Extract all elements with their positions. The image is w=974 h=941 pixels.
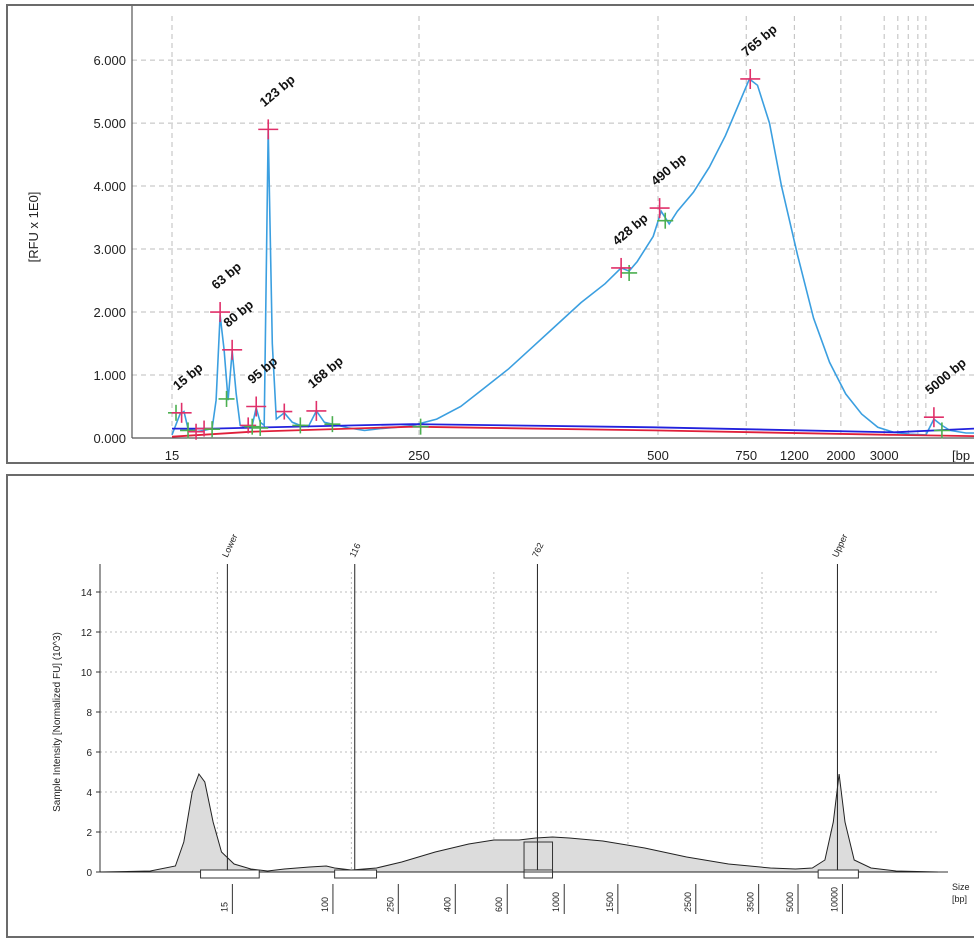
peak-label: 80 bp [220,297,256,330]
x-tick-label: 5000 [785,892,795,912]
series-line [171,425,974,438]
peak-marker-label: 762 [530,541,545,559]
y-tick-label: 2 [86,828,92,839]
marker-box [817,869,859,879]
peak-label: 168 bp [305,353,346,391]
peak-marker-label: Upper [830,532,849,558]
x-tick-label: 10000 [829,887,839,912]
y-tick-label: 0 [86,868,92,879]
peak-label: 428 bp [609,210,650,248]
intensity-chart: 0 2 4 6 8 10 12 14 Sample Intensity [Normalized … [52,532,970,914]
x-tick-label: 15 [165,448,179,462]
peak-box [523,841,554,873]
x-tick-label: 15 [219,902,229,912]
x-unit-label: [bp [952,448,970,462]
y-tick-label: 1.000 [93,368,126,383]
x-unit-label: [bp] [952,894,967,904]
x-tick-label: 100 [320,897,330,912]
y-tick-label: 10 [81,668,93,679]
peak-marker-label: 116 [348,542,363,559]
x-tick-label: 500 [647,448,669,462]
marker-box [200,869,260,879]
peak-label: 490 bp [648,150,689,188]
intensity-area [99,772,939,873]
peak-label: 123 bp [257,72,298,110]
y-tick-label: 6.000 [93,53,126,68]
x-tick-label: 750 [735,448,757,462]
y-tick-label: 4.000 [93,179,126,194]
peak-label: 5000 bp [922,355,969,398]
marker-box [334,869,378,879]
peak-label: 63 bp [208,259,244,292]
rfu-chart: 0.000 1.000 2.000 3.000 4.000 5.000 6.000 15 250… [26,6,974,462]
y-tick-label: 12 [81,628,93,639]
x-tick-label: 250 [385,897,395,912]
y-tick-label: 3.000 [93,242,126,257]
y-tick-label: 6 [86,748,92,759]
x-tick-label: 3000 [870,448,899,462]
x-tick-label: 1000 [551,892,561,912]
y-tick-label: 4 [86,788,92,799]
y-tick-label: 5.000 [93,116,126,131]
peak-label: 765 bp [739,21,780,59]
x-tick-label: 250 [408,448,430,462]
x-tick-label: 600 [494,897,504,912]
peak-label: 15 bp [170,360,206,393]
y-tick-label: 14 [81,588,93,599]
x-tick-label: 2000 [826,448,855,462]
x-tick-label: 400 [442,897,452,912]
peak-marker-label: Lower [220,532,239,558]
y-tick-label: 2.000 [93,305,126,320]
x-tick-label: 1200 [780,448,809,462]
y-tick-label: 0.000 [93,431,126,446]
x-tick-label: 3500 [746,892,756,912]
series-line [171,77,974,436]
electropherogram-top-panel: 0.000 1.000 2.000 3.000 4.000 5.000 6.000 15 250… [6,4,974,464]
y-tick-label: 8 [86,708,92,719]
marker-box [523,869,554,879]
x-tick-label: 1500 [605,892,615,912]
y-axis-label: [RFU x 1E0] [26,192,41,263]
electropherogram-bottom-panel: 0 2 4 6 8 10 12 14 Sample Intensity [Normalized … [6,474,974,938]
y-axis-label: Sample Intensity [Normalized FU] (10^3) [52,632,63,812]
x-unit-label: Size [952,882,970,892]
x-tick-label: 2500 [683,892,693,912]
